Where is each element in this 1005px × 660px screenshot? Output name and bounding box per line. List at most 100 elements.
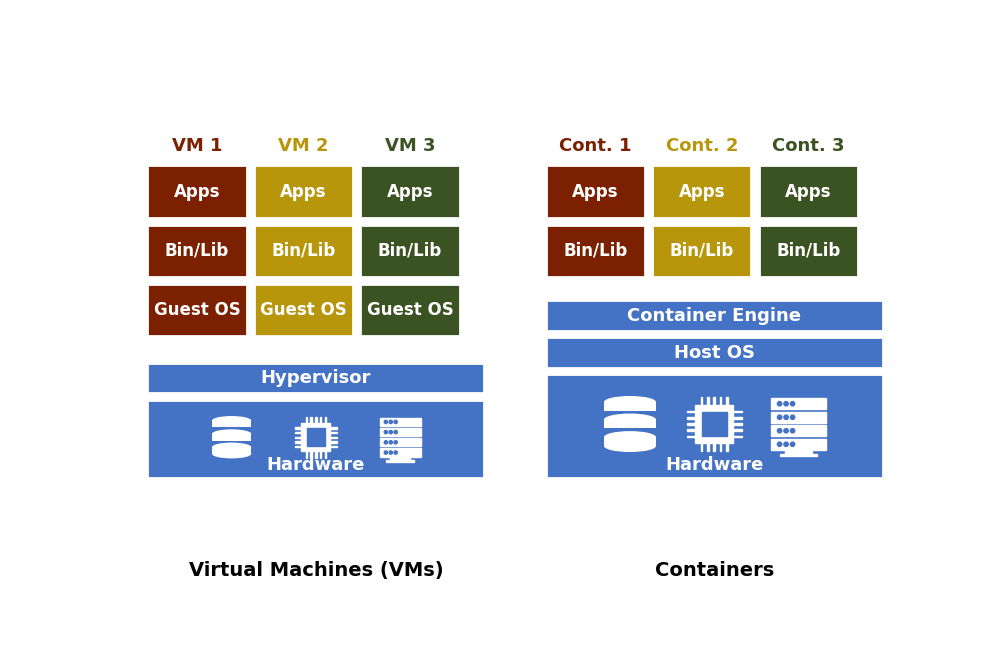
Circle shape [790, 442, 795, 446]
Circle shape [384, 441, 388, 444]
Text: Containers: Containers [654, 561, 774, 580]
Bar [686, 417, 695, 418]
Text: Container Engine: Container Engine [627, 307, 801, 325]
FancyBboxPatch shape [148, 284, 246, 337]
Circle shape [784, 442, 788, 446]
Circle shape [784, 415, 788, 419]
Bar [295, 432, 302, 433]
FancyBboxPatch shape [380, 428, 420, 436]
Circle shape [394, 420, 397, 424]
Bar [686, 430, 695, 431]
Bar [331, 432, 337, 433]
Bar [295, 436, 302, 438]
FancyBboxPatch shape [772, 439, 825, 449]
FancyBboxPatch shape [254, 284, 353, 337]
Text: Bin/Lib: Bin/Lib [669, 242, 734, 260]
Ellipse shape [604, 431, 656, 444]
Bar [311, 451, 312, 457]
Bar [316, 417, 317, 423]
Bar [701, 412, 727, 436]
Bar [302, 423, 331, 451]
Circle shape [384, 451, 388, 454]
Bar [306, 417, 307, 423]
FancyBboxPatch shape [604, 437, 656, 446]
Bar [325, 417, 327, 423]
FancyBboxPatch shape [546, 166, 645, 218]
Text: Apps: Apps [387, 183, 433, 201]
FancyBboxPatch shape [148, 399, 484, 478]
Text: Virtual Machines (VMs): Virtual Machines (VMs) [189, 561, 443, 580]
FancyBboxPatch shape [546, 337, 882, 368]
Bar [331, 442, 337, 443]
Bar [331, 427, 337, 428]
Circle shape [790, 401, 795, 406]
Text: Hypervisor: Hypervisor [260, 369, 371, 387]
Bar [780, 453, 817, 457]
Bar [700, 397, 702, 405]
Bar [390, 457, 410, 459]
Text: Guest OS: Guest OS [367, 301, 453, 319]
Text: Hardware: Hardware [266, 456, 365, 474]
Bar [726, 397, 728, 405]
FancyBboxPatch shape [604, 402, 656, 411]
FancyBboxPatch shape [759, 225, 858, 277]
Circle shape [394, 430, 397, 434]
Circle shape [790, 415, 795, 419]
Bar [295, 427, 302, 428]
FancyBboxPatch shape [380, 418, 420, 426]
Bar [331, 446, 337, 447]
FancyBboxPatch shape [772, 425, 825, 436]
Bar [785, 449, 812, 453]
Ellipse shape [212, 416, 251, 425]
Text: Apps: Apps [174, 183, 220, 201]
Bar [734, 411, 742, 412]
Ellipse shape [212, 449, 251, 459]
FancyBboxPatch shape [652, 166, 752, 218]
Bar [295, 442, 302, 443]
Bar [316, 451, 317, 457]
FancyBboxPatch shape [148, 225, 246, 277]
Circle shape [778, 415, 782, 419]
FancyBboxPatch shape [361, 284, 459, 337]
FancyBboxPatch shape [148, 362, 484, 393]
Bar [686, 423, 695, 425]
Ellipse shape [212, 443, 251, 451]
FancyBboxPatch shape [212, 447, 251, 454]
Bar [695, 405, 734, 443]
Bar [720, 397, 722, 405]
Circle shape [384, 420, 388, 424]
Bar [734, 436, 742, 438]
FancyBboxPatch shape [759, 166, 858, 218]
Text: Apps: Apps [280, 183, 327, 201]
Ellipse shape [604, 440, 656, 452]
FancyBboxPatch shape [652, 225, 752, 277]
Text: Bin/Lib: Bin/Lib [378, 242, 442, 260]
Bar [714, 397, 716, 405]
Ellipse shape [604, 414, 656, 426]
FancyBboxPatch shape [380, 438, 420, 446]
Text: Bin/Lib: Bin/Lib [776, 242, 840, 260]
FancyBboxPatch shape [212, 420, 251, 427]
Bar [331, 436, 337, 438]
FancyBboxPatch shape [212, 434, 251, 440]
FancyBboxPatch shape [546, 374, 882, 478]
Bar [720, 443, 722, 451]
Circle shape [778, 401, 782, 406]
Bar [295, 446, 302, 447]
Bar [386, 459, 414, 462]
FancyBboxPatch shape [380, 448, 420, 457]
Circle shape [778, 428, 782, 433]
Text: Bin/Lib: Bin/Lib [563, 242, 627, 260]
Text: Bin/Lib: Bin/Lib [271, 242, 336, 260]
Bar [714, 443, 716, 451]
Bar [686, 436, 695, 438]
Text: Cont. 1: Cont. 1 [559, 137, 631, 154]
Text: Cont. 2: Cont. 2 [665, 137, 738, 154]
Circle shape [384, 430, 388, 434]
Text: Bin/Lib: Bin/Lib [165, 242, 229, 260]
FancyBboxPatch shape [361, 166, 459, 218]
Bar [325, 451, 327, 457]
FancyBboxPatch shape [772, 412, 825, 422]
FancyBboxPatch shape [772, 399, 825, 409]
Bar [307, 428, 326, 446]
